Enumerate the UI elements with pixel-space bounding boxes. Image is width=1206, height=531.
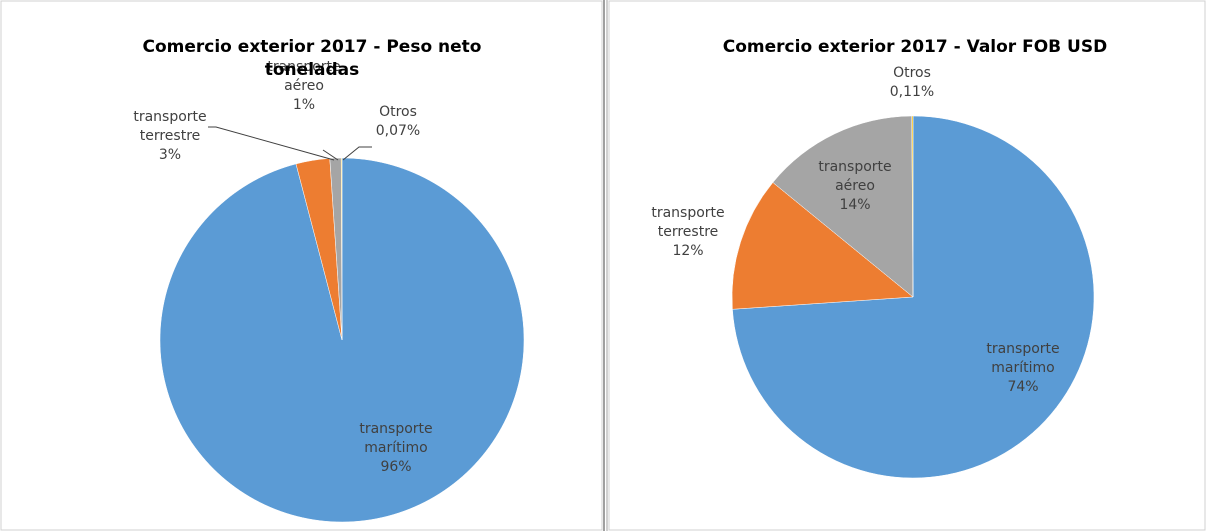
value-label: 1% — [293, 97, 315, 113]
leader-line — [208, 126, 335, 161]
label-line: transporte — [133, 109, 206, 125]
leader-line — [322, 149, 339, 161]
chart-title: Comercio exterior 2017 - Valor FOB USD — [722, 37, 1108, 57]
label-line: transporte — [359, 421, 432, 437]
leader-line — [342, 146, 372, 161]
label-line: aéreo — [835, 178, 875, 194]
pie-slice — [731, 182, 914, 310]
label-line: transporte — [986, 341, 1059, 357]
slice-label: Otros — [379, 104, 417, 120]
pie-slice — [340, 157, 343, 341]
value-label: 14% — [839, 197, 870, 213]
value-label: 12% — [672, 243, 703, 259]
value-label: 96% — [380, 459, 411, 475]
slice-label: transporte terrestre — [133, 109, 206, 144]
slice-label: transporte marítimo — [359, 421, 432, 456]
label-line: marítimo — [991, 360, 1054, 376]
label-line: marítimo — [364, 440, 427, 456]
label-line: terrestre — [140, 128, 201, 144]
slice-label: transporte marítimo — [986, 341, 1059, 376]
chart-title: Comercio exterior 2017 - Peso neto tonel… — [142, 37, 482, 80]
label-line: Otros — [893, 65, 931, 81]
value-label: 0,11% — [890, 84, 934, 100]
pie-slice — [911, 115, 914, 298]
panel-border — [0, 0, 603, 531]
label-line: transporte — [818, 159, 891, 175]
label-line: transporte — [267, 59, 340, 75]
slice-label: transporte aéreo — [818, 159, 891, 194]
label-line: transporte — [651, 205, 724, 221]
label-line: terrestre — [658, 224, 719, 240]
value-label: 0,07% — [376, 123, 420, 139]
label-line: Otros — [379, 104, 417, 120]
label-line: aéreo — [284, 78, 324, 94]
pie-slice — [772, 115, 914, 298]
slice-label: Otros — [893, 65, 931, 81]
slice-label: transporte terrestre — [651, 205, 724, 240]
value-label: 74% — [1007, 379, 1038, 395]
value-label: 3% — [159, 147, 181, 163]
slice-label: transporte aéreo — [267, 59, 340, 94]
panel-border — [608, 0, 1206, 531]
